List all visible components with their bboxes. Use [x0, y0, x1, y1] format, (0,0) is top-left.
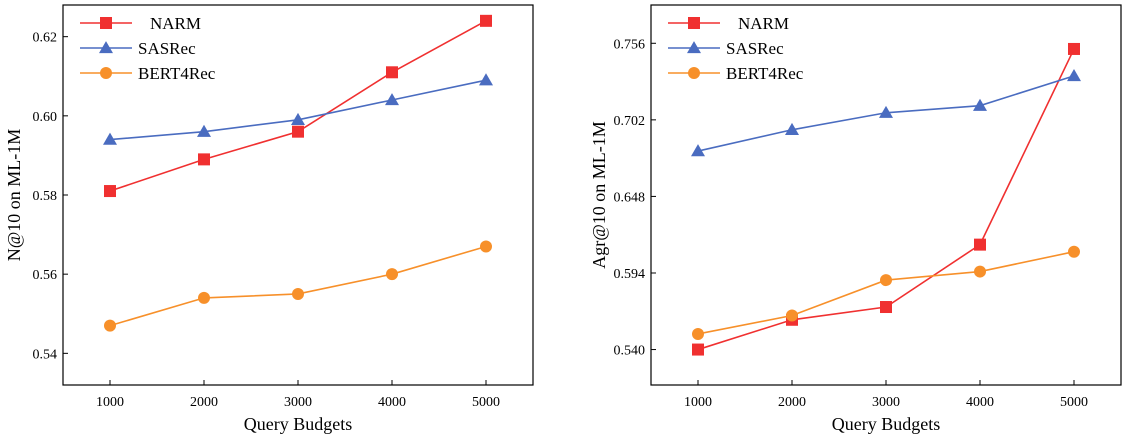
data-point [197, 124, 211, 137]
y-tick-label: 0.756 [614, 37, 646, 52]
data-point [104, 185, 116, 198]
legend-marker [100, 67, 112, 79]
data-point [879, 105, 893, 118]
series-bert4rec [692, 245, 1080, 340]
x-tick-label: 1000 [96, 395, 124, 410]
legend: NARM SASRec BERT4Rec [668, 14, 804, 83]
x-tick-label: 2000 [190, 395, 218, 410]
data-point [973, 98, 987, 111]
data-point [1068, 42, 1080, 55]
data-point [785, 122, 799, 135]
data-point [880, 301, 892, 314]
x-tick-label: 3000 [872, 395, 900, 410]
y-tick-label: 0.60 [33, 110, 58, 125]
x-axis-title: Query Budgets [244, 414, 352, 434]
data-point [385, 93, 399, 106]
series-bert4rec [104, 240, 492, 332]
data-point [386, 66, 398, 79]
series-line [697, 250, 1075, 335]
series-line [109, 245, 487, 327]
x-tick-label: 5000 [472, 395, 500, 410]
data-point [198, 291, 210, 304]
x-tick-label: 5000 [1060, 395, 1088, 410]
data-point [291, 112, 305, 125]
data-point [1068, 245, 1080, 258]
x-tick-label: 4000 [966, 395, 994, 410]
legend-marker [100, 17, 112, 29]
data-point [692, 343, 704, 356]
series-narm [692, 42, 1080, 356]
legend-label: SASRec [726, 39, 784, 58]
legend-label: SASRec [138, 39, 196, 58]
legend-marker [688, 67, 700, 79]
x-tick-label: 4000 [378, 395, 406, 410]
y-axis-title: Agr@10 on ML-1M [589, 121, 609, 269]
legend-label: BERT4Rec [726, 64, 804, 83]
series-sasrec [103, 73, 493, 145]
data-point [692, 327, 704, 340]
data-point [103, 132, 117, 145]
data-point [1067, 68, 1081, 82]
legend-marker [99, 41, 113, 54]
y-axis-title: N@10 on ML-1M [4, 129, 24, 262]
x-axis-title: Query Budgets [832, 414, 940, 434]
data-point [198, 153, 210, 166]
x-tick-label: 2000 [778, 395, 806, 410]
data-point [386, 268, 398, 281]
y-tick-label: 0.58 [33, 189, 58, 204]
data-point [974, 238, 986, 251]
data-point [880, 274, 892, 287]
legend-marker [687, 41, 701, 54]
y-tick-label: 0.62 [33, 31, 58, 46]
plot-frame [62, 4, 534, 386]
data-point [480, 14, 492, 27]
legend-label: NARM [738, 14, 789, 33]
y-tick-label: 0.648 [614, 190, 646, 205]
data-point [786, 309, 798, 322]
chart-right-agreement: 1000 2000 3000 4000 5000 0.540 0.594 0.648 0.702… [589, 4, 1122, 434]
data-point [974, 265, 986, 278]
data-point [480, 240, 492, 253]
series-narm [104, 14, 492, 198]
chart-left-ndcg: 1000 2000 3000 4000 5000 0.54 0.56 0.58 0.60 0.62… [4, 4, 534, 434]
data-point [479, 73, 493, 86]
legend-label: NARM [150, 14, 201, 33]
y-tick-label: 0.54 [33, 347, 58, 362]
series-sasrec [691, 68, 1081, 157]
x-tick-label: 1000 [684, 395, 712, 410]
plot-frame [650, 4, 1122, 386]
data-point [292, 125, 304, 138]
legend: NARM SASRec BERT4Rec [80, 14, 216, 83]
y-tick-label: 0.594 [614, 267, 646, 282]
y-tick-label: 0.56 [33, 268, 58, 283]
data-point [691, 144, 705, 157]
data-point [104, 319, 116, 332]
x-tick-label: 3000 [284, 395, 312, 410]
y-tick-label: 0.702 [614, 114, 646, 129]
legend-marker [688, 17, 700, 29]
y-tick-label: 0.540 [614, 344, 646, 359]
data-point [292, 287, 304, 300]
legend-label: BERT4Rec [138, 64, 216, 83]
